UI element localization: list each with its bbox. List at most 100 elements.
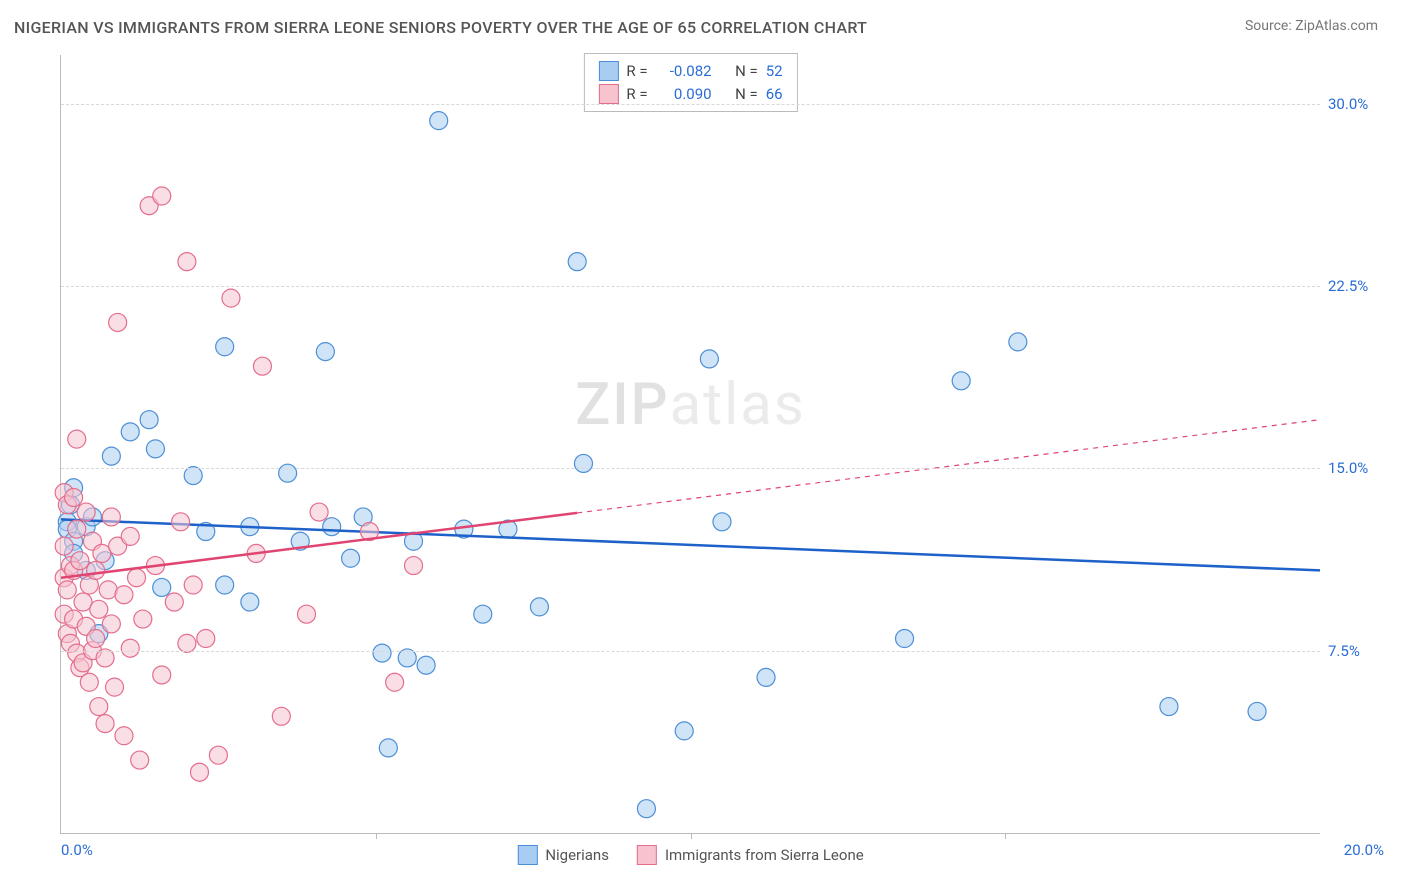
data-point: [115, 586, 133, 604]
x-tick-mark: [691, 833, 692, 839]
data-point: [77, 503, 95, 521]
gridline: [61, 104, 1320, 105]
data-point: [216, 338, 234, 356]
data-point: [68, 430, 86, 448]
data-point: [128, 569, 146, 587]
data-point: [272, 707, 290, 725]
data-point: [474, 605, 492, 623]
y-tick-label: 7.5%: [1328, 642, 1386, 660]
data-point: [90, 698, 108, 716]
x-tick-min: 0.0%: [61, 841, 93, 859]
data-point: [216, 576, 234, 594]
data-point: [675, 722, 693, 740]
data-point: [165, 593, 183, 611]
data-point: [134, 610, 152, 628]
scatter-svg: [61, 55, 1320, 833]
data-point: [386, 673, 404, 691]
data-point: [121, 639, 139, 657]
data-point: [241, 593, 259, 611]
data-point: [1009, 333, 1027, 351]
data-point: [172, 513, 190, 531]
legend-label: Immigrants from Sierra Leone: [665, 846, 864, 864]
source-label: Source: ZipAtlas.com: [1245, 18, 1378, 34]
data-point: [153, 578, 171, 596]
data-point: [405, 557, 423, 575]
data-point: [310, 503, 328, 521]
data-point: [430, 112, 448, 130]
data-point: [757, 668, 775, 686]
data-point: [65, 488, 83, 506]
legend-swatch: [517, 845, 537, 865]
data-point: [153, 666, 171, 684]
data-point: [102, 615, 120, 633]
data-point: [342, 549, 360, 567]
data-point: [568, 253, 586, 271]
data-point: [279, 464, 297, 482]
data-point: [106, 678, 124, 696]
legend-label: Nigerians: [545, 846, 609, 864]
data-point: [178, 634, 196, 652]
data-point: [1248, 702, 1266, 720]
series-legend: Nigerians Immigrants from Sierra Leone: [517, 845, 863, 865]
correlation-row: R = 0.090 N = 66: [598, 83, 782, 106]
trend-line-extrapolated: [577, 420, 1320, 513]
data-point: [102, 447, 120, 465]
data-point: [637, 800, 655, 818]
data-point: [952, 372, 970, 390]
data-point: [197, 630, 215, 648]
legend-swatch: [637, 845, 657, 865]
chart-title: NIGERIAN VS IMMIGRANTS FROM SIERRA LEONE…: [14, 18, 867, 37]
data-point: [184, 576, 202, 594]
x-tick-mark: [1005, 833, 1006, 839]
x-tick-max: 20.0%: [1344, 841, 1384, 859]
data-point: [574, 454, 592, 472]
legend-item: Nigerians: [517, 845, 609, 865]
data-point: [146, 440, 164, 458]
x-tick-mark: [376, 833, 377, 839]
data-point: [121, 423, 139, 441]
legend-item: Immigrants from Sierra Leone: [637, 845, 864, 865]
data-point: [417, 656, 435, 674]
data-point: [178, 253, 196, 271]
gridline: [61, 286, 1320, 287]
gridline: [61, 468, 1320, 469]
data-point: [71, 552, 89, 570]
data-point: [222, 289, 240, 307]
data-point: [253, 357, 271, 375]
data-point: [323, 518, 341, 536]
data-point: [58, 581, 76, 599]
data-point: [190, 763, 208, 781]
data-point: [373, 644, 391, 662]
data-point: [87, 561, 105, 579]
gridline: [61, 651, 1320, 652]
plot-region: ZIPatlas R = -0.082 N = 52R = 0.090 N = …: [60, 55, 1320, 834]
data-point: [153, 187, 171, 205]
data-point: [90, 600, 108, 618]
data-point: [68, 520, 86, 538]
trend-line: [61, 519, 1320, 570]
correlation-row: R = -0.082 N = 52: [598, 60, 782, 83]
data-point: [379, 739, 397, 757]
data-point: [713, 513, 731, 531]
legend-swatch: [598, 84, 618, 104]
y-tick-label: 15.0%: [1328, 459, 1386, 477]
chart-area: Seniors Poverty Over the Age of 65 ZIPat…: [48, 55, 1320, 834]
data-point: [530, 598, 548, 616]
data-point: [121, 527, 139, 545]
data-point: [700, 350, 718, 368]
data-point: [87, 630, 105, 648]
data-point: [1160, 698, 1178, 716]
legend-swatch: [598, 61, 618, 81]
data-point: [298, 605, 316, 623]
data-point: [55, 537, 73, 555]
data-point: [102, 508, 120, 526]
data-point: [131, 751, 149, 769]
data-point: [109, 313, 127, 331]
y-tick-label: 30.0%: [1328, 95, 1386, 113]
data-point: [140, 411, 158, 429]
data-point: [316, 343, 334, 361]
data-point: [896, 630, 914, 648]
y-tick-label: 22.5%: [1328, 277, 1386, 295]
data-point: [80, 673, 98, 691]
data-point: [115, 727, 133, 745]
